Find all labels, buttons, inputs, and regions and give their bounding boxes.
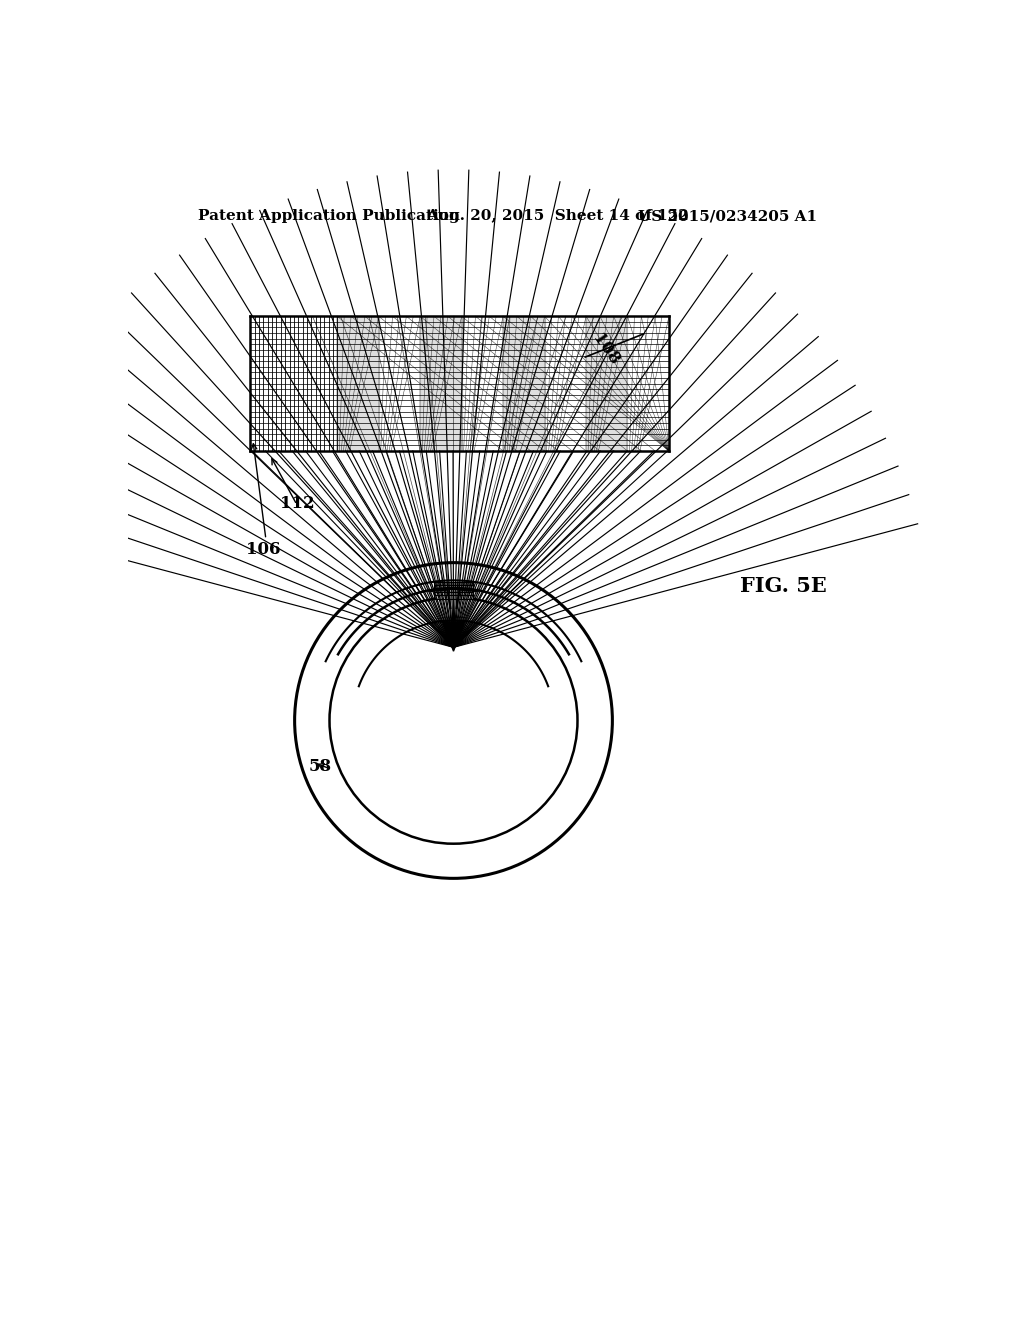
Polygon shape [420, 317, 462, 451]
Text: Aug. 20, 2015  Sheet 14 of 152: Aug. 20, 2015 Sheet 14 of 152 [426, 209, 689, 223]
Bar [434, 582, 473, 585]
Text: 58: 58 [308, 758, 332, 775]
Text: FIG. 5E: FIG. 5E [740, 576, 827, 595]
Text: 112: 112 [280, 495, 314, 512]
Text: Patent Application Publication: Patent Application Publication [198, 209, 460, 223]
Bar [434, 593, 473, 595]
Polygon shape [337, 317, 379, 451]
Bar [434, 595, 473, 599]
Polygon shape [586, 317, 628, 451]
Text: 108: 108 [589, 330, 623, 368]
Text: US 2015/0234205 A1: US 2015/0234205 A1 [638, 209, 817, 223]
Polygon shape [503, 317, 545, 451]
Bar [434, 585, 473, 589]
Bar [434, 589, 473, 593]
Polygon shape [442, 622, 464, 651]
Text: 106: 106 [247, 541, 281, 558]
